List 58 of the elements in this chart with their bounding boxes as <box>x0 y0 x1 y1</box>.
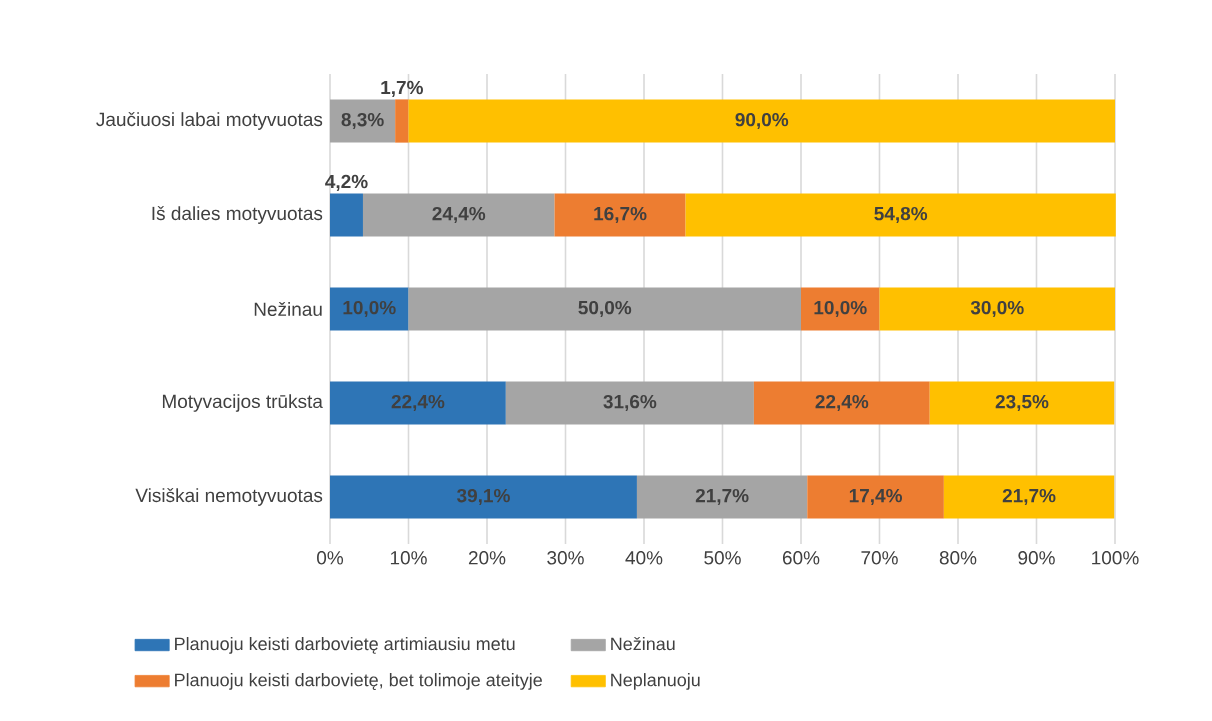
data-label: 23,5% <box>995 394 1049 412</box>
bar <box>408 287 801 331</box>
legend-label: Neplanuoju <box>611 673 700 690</box>
y-tick-label: Jaučiuosi labai motyvuotas <box>96 112 323 130</box>
bar <box>395 99 409 143</box>
data-label: 39,1% <box>456 488 510 506</box>
data-label: 30,0% <box>970 300 1024 318</box>
data-label: 10,0% <box>814 300 867 318</box>
bar <box>636 475 808 519</box>
x-tick-label: 30% <box>547 551 584 565</box>
x-tick-label: 90% <box>1018 551 1055 565</box>
bar <box>362 193 555 237</box>
x-tick-label: 10% <box>390 551 427 565</box>
data-label: 4,2% <box>325 174 368 191</box>
y-tick-label: Iš dalies motyvuotas <box>152 206 323 224</box>
bar <box>807 475 944 519</box>
x-tick-label: 20% <box>468 551 506 565</box>
data-label: 50,0% <box>578 300 632 318</box>
bar <box>943 475 1115 519</box>
bar <box>330 475 637 519</box>
x-tick-label: 0% <box>317 551 344 565</box>
y-tick-label: Nežinau <box>254 301 322 317</box>
data-label: 22,4% <box>391 394 445 412</box>
bar <box>685 193 1116 237</box>
data-label: 90,0% <box>735 112 789 130</box>
bar <box>408 99 1115 143</box>
bar <box>879 287 1115 331</box>
legend-label: Planuoju keisti darbovietę artimiausiu metu <box>175 637 515 654</box>
bar <box>330 99 396 143</box>
x-tick-label: 40% <box>625 551 663 565</box>
x-tick-label: 80% <box>939 551 977 565</box>
data-label: 54,8% <box>874 206 928 224</box>
data-label: 17,4% <box>849 488 903 506</box>
bar <box>753 381 930 425</box>
bar <box>801 287 880 331</box>
bar <box>554 193 686 237</box>
bar <box>929 381 1115 425</box>
bar <box>330 193 363 237</box>
x-tick-label: 60% <box>782 551 820 565</box>
data-label: 10,0% <box>343 300 396 318</box>
data-label: 24,4% <box>432 206 486 224</box>
data-label: 1,7% <box>381 80 423 97</box>
legend-label: Nežinau <box>611 636 675 651</box>
data-label: 16,7% <box>594 206 647 224</box>
data-label: 31,6% <box>603 394 657 412</box>
bar <box>330 287 409 331</box>
legend-label: Planuoju keisti darbovietę, bet tolimoje ateityje <box>175 673 542 690</box>
data-label: 21,7% <box>1002 488 1056 506</box>
bar <box>505 381 754 425</box>
data-label: 8,3% <box>341 112 384 130</box>
x-tick-label: 100% <box>1092 551 1139 565</box>
data-label: 22,4% <box>815 394 869 412</box>
x-tick-label: 70% <box>861 551 898 565</box>
bar <box>330 381 506 425</box>
y-tick-label: Motyvacijos trūksta <box>162 394 323 412</box>
y-tick-label: Visiškai nemotyvuotas <box>135 488 323 506</box>
data-label: 21,7% <box>695 488 749 506</box>
x-tick-label: 50% <box>704 551 741 565</box>
